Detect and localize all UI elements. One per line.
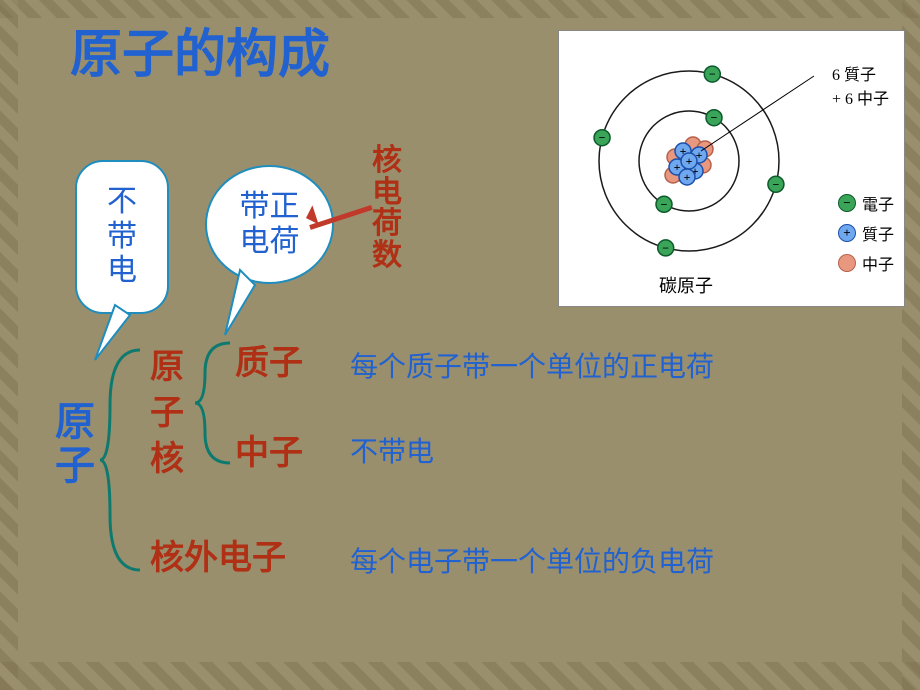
svg-text:−: − [773,177,780,191]
svg-text:−: − [711,111,718,125]
bubble-positive-tail [220,270,260,340]
svg-text:+: + [674,160,681,174]
legend-electron: −電子 [838,191,894,215]
desc-electron: 每个电子带一个单位的负电荷 [350,540,714,580]
legend-proton-label: 質子 [862,221,894,245]
svg-text:+: + [686,154,693,168]
atom-count-label: 6 質子 + 6 中子 [832,61,889,109]
nuclear-charge-label: 核电荷数 [370,145,404,271]
svg-text:−: − [709,67,716,81]
atom-caption: 碳原子 [659,272,713,298]
legend-neutron: 中子 [838,251,894,275]
tree-proton: 质子 [235,335,303,384]
border-left [0,0,18,690]
bubble-positive-text: 带正 电荷 [240,190,300,259]
desc-neutron: 不带电 [350,430,434,470]
legend-proton: +質子 [838,221,894,245]
tree-root: 原子 [55,400,99,488]
slide-title: 原子的构成 [70,12,330,87]
tree-neutron: 中子 [235,425,303,474]
brace-nucleus [195,338,240,468]
bubble-neutral: 不 带 电 [75,160,169,314]
legend-electron-label: 電子 [862,191,894,215]
legend-neutron-label: 中子 [862,251,894,275]
slide-root: 原子的构成 ++++++−−−−−− −電子 +質子 中子 6 質子 + 6 中… [0,0,920,690]
brace-root [100,345,150,575]
tree-electron: 核外电子 [150,530,286,579]
desc-proton: 每个质子带一个单位的正电荷 [350,345,714,385]
atom-diagram: ++++++−−−−−− −電子 +質子 中子 6 質子 + 6 中子 碳原子 [558,30,905,307]
svg-text:−: − [662,241,669,255]
svg-text:+: + [684,170,691,184]
border-bottom [0,662,920,690]
tree-nucleus: 原子核 [150,345,194,483]
svg-text:−: − [599,131,606,145]
bubble-neutral-text: 不 带 电 [107,185,137,289]
svg-text:−: − [661,197,668,211]
